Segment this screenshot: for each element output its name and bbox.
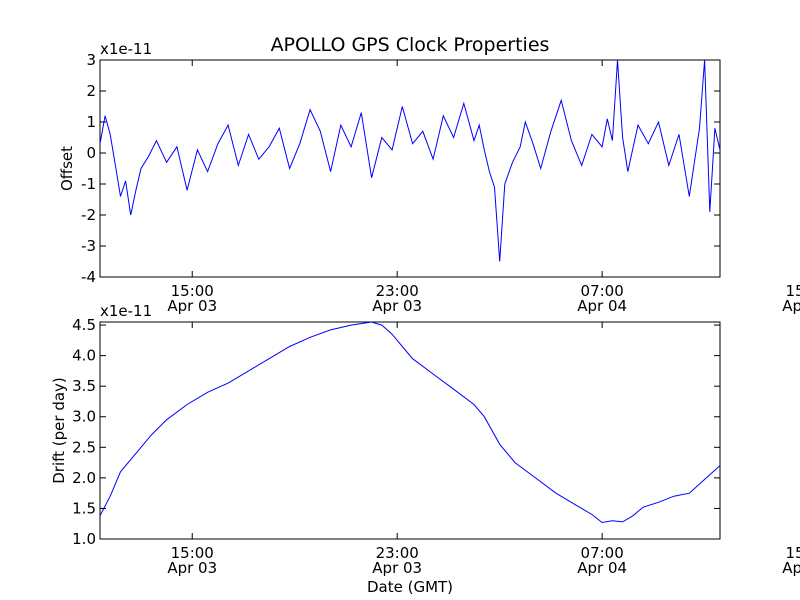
- drift-x-tick-date: Apr 03: [167, 559, 217, 577]
- drift-x-tick-time: 23:00: [376, 544, 419, 562]
- chart-title: APOLLO GPS Clock Properties: [271, 34, 550, 56]
- offset-y-tick-label: -4: [81, 268, 96, 286]
- offset-y-tick-label: 3: [86, 51, 96, 69]
- offset-y-tick-label: 2: [86, 82, 96, 100]
- offset-x-tick-time: 15:00: [171, 282, 214, 300]
- offset-x-tick-time: 23:00: [376, 282, 419, 300]
- drift-y-tick-label: 3.0: [72, 408, 96, 426]
- offset-x-tick-date: Apr 03: [372, 297, 422, 315]
- offset-x-tick-time: 07:00: [581, 282, 624, 300]
- drift-x-tick-time: 15:00: [171, 544, 214, 562]
- drift-y-tick-label: 1.0: [72, 530, 96, 548]
- offset-y-tick-label: 0: [86, 144, 96, 162]
- drift-x-tick-time: 15:00: [785, 544, 800, 562]
- drift-scale-label: x1e-11: [100, 302, 152, 320]
- drift-x-tick-date: Apr 04: [782, 559, 800, 577]
- drift-x-tick-time: 07:00: [581, 544, 624, 562]
- offset-y-ticks: -4 -3 -2 -1 0 1 2 3: [81, 51, 720, 286]
- drift-y-tick-label: 4.0: [72, 347, 96, 365]
- offset-series-layer: [100, 60, 720, 262]
- drift-series-line: [100, 322, 720, 524]
- offset-y-axis-label: Offset: [58, 146, 76, 191]
- drift-x-tick-date: Apr 04: [577, 559, 627, 577]
- drift-y-ticks: 1.0 1.5 2.0 2.5 3.0 3.5 4.0 4.5: [72, 316, 720, 548]
- offset-y-tick-label: 1: [86, 113, 96, 131]
- offset-plot-area: [99, 59, 721, 278]
- drift-series-layer: [100, 322, 720, 524]
- drift-y-tick-label: 4.5: [72, 316, 96, 334]
- offset-x-tick-time: 15:00: [785, 282, 800, 300]
- drift-y-tick-label: 1.5: [72, 499, 96, 517]
- offset-scale-label: x1e-11: [100, 40, 152, 58]
- offset-x-tick-date: Apr 04: [577, 297, 627, 315]
- offset-y-tick-label: -2: [81, 206, 96, 224]
- drift-y-tick-label: 3.5: [72, 377, 96, 395]
- offset-y-tick-label: -1: [81, 175, 96, 193]
- offset-y-tick-label: -3: [81, 237, 96, 255]
- offset-x-tick-date: Apr 04: [782, 297, 800, 315]
- drift-y-axis-label: Drift (per day): [50, 377, 68, 484]
- drift-y-tick-label: 2.0: [72, 469, 96, 487]
- drift-plot-area: [99, 321, 721, 540]
- drift-y-tick-label: 2.5: [72, 438, 96, 456]
- offset-x-tick-date: Apr 03: [167, 297, 217, 315]
- drift-x-tick-date: Apr 03: [372, 559, 422, 577]
- offset-series-line: [100, 60, 720, 262]
- drift-x-axis-label: Date (GMT): [367, 578, 453, 596]
